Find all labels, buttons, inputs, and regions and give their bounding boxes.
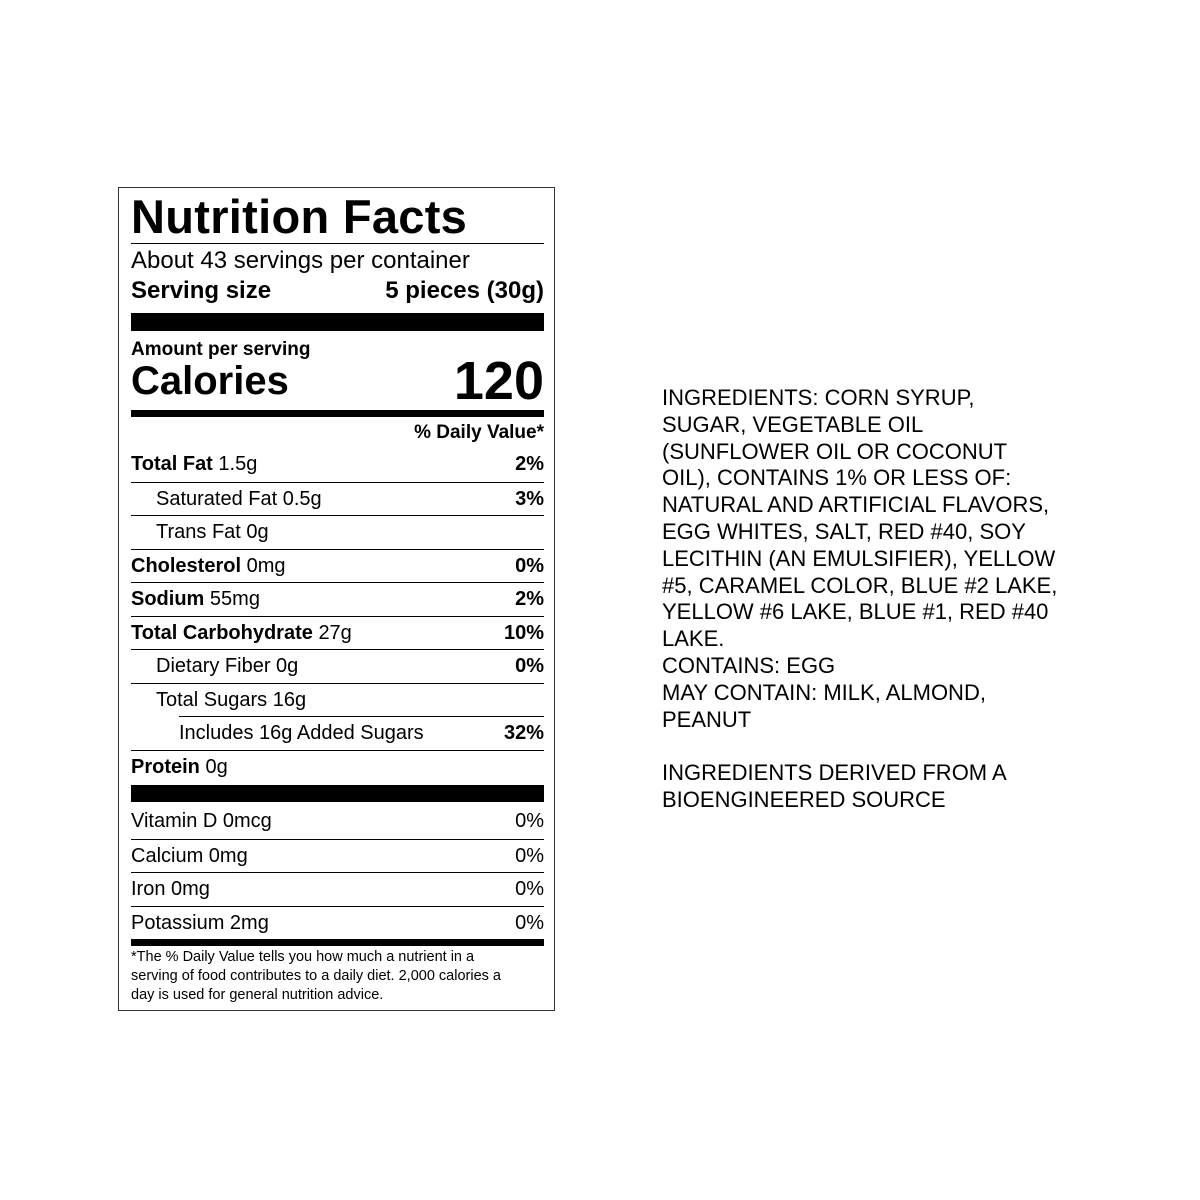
- nutrient-amount: 0g: [246, 521, 269, 543]
- calories-row: Calories 120: [131, 351, 544, 411]
- nutrient-label: Dietary Fiber 0g: [131, 650, 298, 683]
- nutrient-daily-value: 3%: [515, 487, 544, 510]
- nutrient-label: Total Fat 1.5g: [131, 448, 257, 482]
- ingredients-line: (SUNFLOWER OIL OR COCONUT: [662, 438, 1008, 464]
- nutrient-daily-value: 32%: [503, 722, 544, 744]
- vitamin-label: Iron 0mg: [131, 878, 210, 900]
- nutrient-row: Total Fat 1.5g 2%: [131, 448, 544, 482]
- nutrient-row: Dietary Fiber 0g 0%: [131, 649, 544, 683]
- nutrient-row: Protein 0g: [131, 749, 544, 784]
- nutrient-label: Total Carbohydrate 27g: [131, 617, 352, 650]
- nutrient-name: Includes 16g Added Sugars: [179, 722, 424, 744]
- daily-value-header: % Daily Value*: [414, 422, 544, 443]
- nutrient-name: Protein: [131, 755, 200, 778]
- serving-size-label: Serving size: [131, 277, 272, 304]
- nutrient-row: Cholesterol 0mg 0%: [131, 548, 544, 583]
- nutrient-amount: 1.5g: [218, 453, 258, 475]
- nutrient-daily-value: 2%: [515, 453, 544, 475]
- nutrient-amount: 55mg: [209, 588, 260, 610]
- ingredients-line: EGG WHITES, SALT, RED #40, SOY: [662, 518, 1026, 544]
- vitamin-daily-value: 0%: [515, 878, 544, 900]
- ingredients-line: LECITHIN (AN EMULSIFIER), YELLOW: [662, 545, 1056, 571]
- vitamin-daily-value: 0%: [515, 844, 544, 867]
- nutrient-label: Protein 0g: [131, 751, 228, 784]
- nutrient-row: Trans Fat 0g: [131, 515, 544, 549]
- nutrient-label: Trans Fat 0g: [131, 516, 269, 549]
- divider: [131, 243, 544, 244]
- nutrient-row: Saturated Fat 0.5g 3%: [131, 481, 544, 516]
- ingredients-line: PEANUT: [662, 706, 752, 732]
- nutrient-row: Total Sugars 16g: [131, 682, 544, 717]
- serving-size: Serving size 5 pieces (30g): [131, 276, 544, 306]
- nutrient-label: Includes 16g Added Sugars: [179, 717, 424, 750]
- nutrient-row: Total Carbohydrate 27g 10%: [131, 615, 544, 650]
- nutrient-label: Saturated Fat 0.5g: [131, 483, 322, 516]
- vitamin-row: Potassium 2mg 0%: [131, 905, 544, 940]
- ingredients-line: MAY CONTAIN: MILK, ALMOND,: [662, 679, 986, 705]
- nutrient-amount: 0g: [205, 755, 228, 778]
- ingredients-line: INGREDIENTS DERIVED FROM A: [662, 760, 1007, 786]
- nutrient-amount: 0mg: [246, 554, 286, 577]
- ingredients-text: INGREDIENTS: CORN SYRUP, SUGAR, VEGETABLE…: [662, 385, 1057, 814]
- nutrient-name: Total Sugars: [156, 688, 268, 711]
- nutrient-row: Includes 16g Added Sugars 32%: [179, 716, 544, 750]
- vitamin-daily-value: 0%: [515, 911, 544, 934]
- nutrient-name: Dietary Fiber: [156, 655, 271, 677]
- nutrient-label: Total Sugars 16g: [131, 684, 306, 717]
- amount-per-serving: Amount per serving: [131, 339, 311, 360]
- servings-per-container: About 43 servings per container: [131, 247, 470, 274]
- ingredients-line: CONTAINS: EGG: [662, 652, 836, 678]
- calories-label: Calories: [131, 359, 289, 403]
- nutrient-label: Cholesterol 0mg: [131, 550, 286, 583]
- nutrient-name: Trans Fat: [156, 521, 241, 543]
- nutrient-amount: 0.5g: [282, 487, 322, 510]
- footnote-line: *The % Daily Value tells you how much a …: [131, 949, 475, 965]
- nutrient-name: Saturated Fat: [156, 487, 278, 510]
- nutrient-label: Sodium 55mg: [131, 583, 260, 616]
- nutrient-daily-value: 2%: [515, 588, 544, 610]
- ingredients-line: NATURAL AND ARTIFICIAL FLAVORS,: [662, 492, 1050, 518]
- medium-divider: [131, 410, 544, 417]
- calories-value: 120: [453, 351, 544, 411]
- nutrient-name: Sodium: [131, 588, 205, 610]
- nutrient-amount: 0g: [276, 655, 299, 677]
- vitamin-label: Vitamin D 0mcg: [131, 810, 272, 832]
- nutrient-daily-value: 0%: [515, 655, 544, 677]
- footnote-line: day is used for general nutrition advice…: [131, 987, 384, 1003]
- nutrient-name: Total Carbohydrate: [131, 621, 313, 644]
- nutrition-facts-label: Nutrition Facts About 43 servings per co…: [118, 187, 555, 1011]
- thick-divider: [131, 785, 544, 802]
- label-title: Nutrition Facts: [131, 190, 468, 243]
- ingredients-line: INGREDIENTS: CORN SYRUP,: [662, 385, 975, 410]
- vitamin-label: Potassium 2mg: [131, 911, 269, 934]
- serving-size-value: 5 pieces (30g): [385, 277, 544, 304]
- vitamin-label: Calcium 0mg: [131, 844, 248, 867]
- thick-divider: [131, 313, 544, 331]
- ingredients-line: [662, 733, 1057, 760]
- ingredients-line: OIL), CONTAINS 1% OR LESS OF:: [662, 465, 1012, 491]
- ingredients-line: BIOENGINEERED SOURCE: [662, 786, 946, 812]
- nutrient-amount: 16g: [272, 688, 307, 711]
- ingredients-line: #5, CARAMEL COLOR, BLUE #2 LAKE,: [662, 572, 1058, 598]
- vitamin-row: Iron 0mg 0%: [131, 872, 544, 906]
- nutrient-row: Sodium 55mg 2%: [131, 582, 544, 616]
- vitamin-row: Calcium 0mg 0%: [131, 838, 544, 873]
- ingredients-line: YELLOW #6 LAKE, BLUE #1, RED #40: [662, 599, 1049, 625]
- nutrient-name: Total Fat: [131, 453, 213, 475]
- medium-divider: [131, 939, 544, 946]
- vitamin-row: Vitamin D 0mcg 0%: [131, 805, 544, 839]
- footnote: *The % Daily Value tells you how much a …: [131, 948, 544, 1005]
- nutrient-daily-value: 0%: [515, 554, 544, 577]
- nutrient-daily-value: 10%: [503, 621, 544, 644]
- nutrient-name: Cholesterol: [131, 554, 242, 577]
- footnote-line: serving of food contributes to a daily d…: [131, 968, 501, 984]
- nutrient-amount: 27g: [318, 621, 352, 644]
- ingredients-line: LAKE.: [662, 626, 725, 652]
- vitamin-daily-value: 0%: [515, 810, 544, 832]
- ingredients-line: SUGAR, VEGETABLE OIL: [662, 411, 924, 437]
